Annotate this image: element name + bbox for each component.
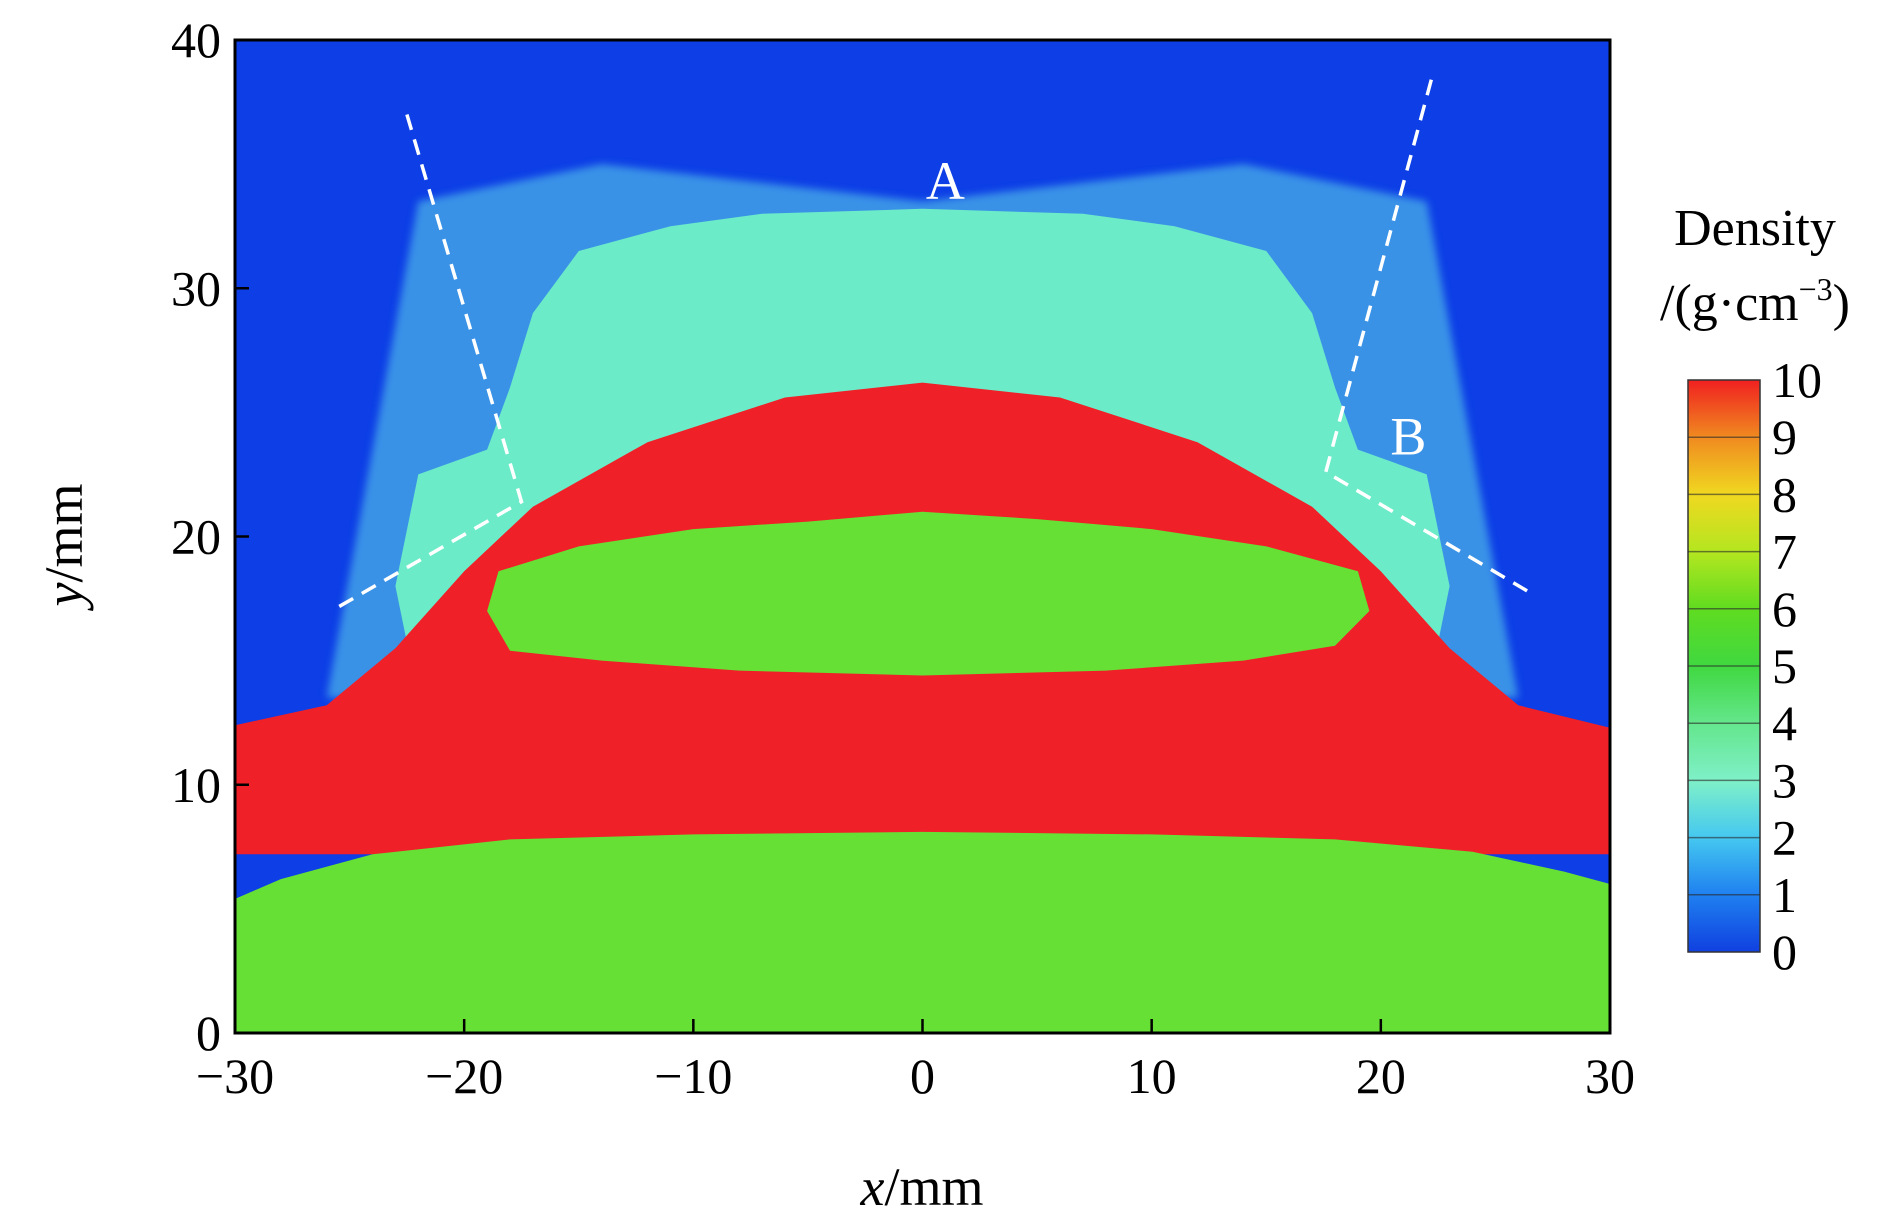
x-tick-label: −30 — [196, 1048, 274, 1104]
y-tick-label: 10 — [171, 757, 221, 813]
y-tick-label: 40 — [171, 12, 221, 68]
y-axis-title-var: y — [34, 582, 94, 611]
region-central-lens — [487, 511, 1370, 676]
colorbar-level-label: 2 — [1772, 810, 1797, 866]
colorbar-level-label: 0 — [1772, 924, 1797, 980]
x-tick-label: 0 — [910, 1048, 935, 1104]
x-tick-label: 30 — [1585, 1048, 1635, 1104]
y-axis-title-unit: /mm — [34, 484, 94, 583]
x-axis-title-unit: /mm — [884, 1157, 983, 1217]
colorbar-level-label: 8 — [1772, 466, 1797, 522]
colorbar-level-label: 5 — [1772, 638, 1797, 694]
x-axis: −30 −20 −10 0 10 20 30 — [196, 1019, 1635, 1104]
colorbar-level-label: 10 — [1772, 352, 1822, 408]
y-tick-label: 0 — [196, 1005, 221, 1061]
annotation-A: A — [926, 151, 965, 211]
region-bottom-layer — [235, 831, 1610, 1033]
annotations: AB — [926, 151, 1426, 467]
colorbar-unit-prefix: /(g·cm — [1660, 275, 1799, 332]
right-guide — [1323, 79, 1529, 593]
colorbar-level-label: 7 — [1772, 524, 1797, 580]
annotation-B: B — [1390, 407, 1426, 467]
x-tick-label: 20 — [1356, 1048, 1406, 1104]
colorbar-unit-suffix: ) — [1833, 275, 1850, 332]
colorbar-level-label: 1 — [1772, 867, 1797, 923]
density-regions — [235, 164, 1610, 1033]
x-tick-label: −20 — [425, 1048, 503, 1104]
colorbar-title-line2: /(g·cm−3) — [1660, 271, 1850, 332]
colorbar-level-label: 4 — [1772, 695, 1797, 751]
colorbar-unit-exponent: −3 — [1799, 271, 1833, 307]
y-tick-label: 20 — [171, 509, 221, 565]
y-axis-title: y/mm — [34, 484, 94, 612]
plot-area: AB — [235, 40, 1610, 1033]
colorbar-level-label: 6 — [1772, 581, 1797, 637]
x-axis-title-var: x — [860, 1157, 885, 1217]
left-guide — [330, 114, 524, 613]
y-axis: 0 10 20 30 40 — [171, 12, 249, 1061]
x-axis-title: x/mm — [860, 1157, 984, 1217]
y-tick-label: 30 — [171, 260, 221, 316]
x-tick-label: 10 — [1127, 1048, 1177, 1104]
colorbar-level-label: 3 — [1772, 752, 1797, 808]
colorbar-title-line1: Density — [1674, 200, 1836, 257]
x-tick-label: −10 — [654, 1048, 732, 1104]
guide-lines — [330, 79, 1529, 613]
colorbar-level-label: 9 — [1772, 409, 1797, 465]
